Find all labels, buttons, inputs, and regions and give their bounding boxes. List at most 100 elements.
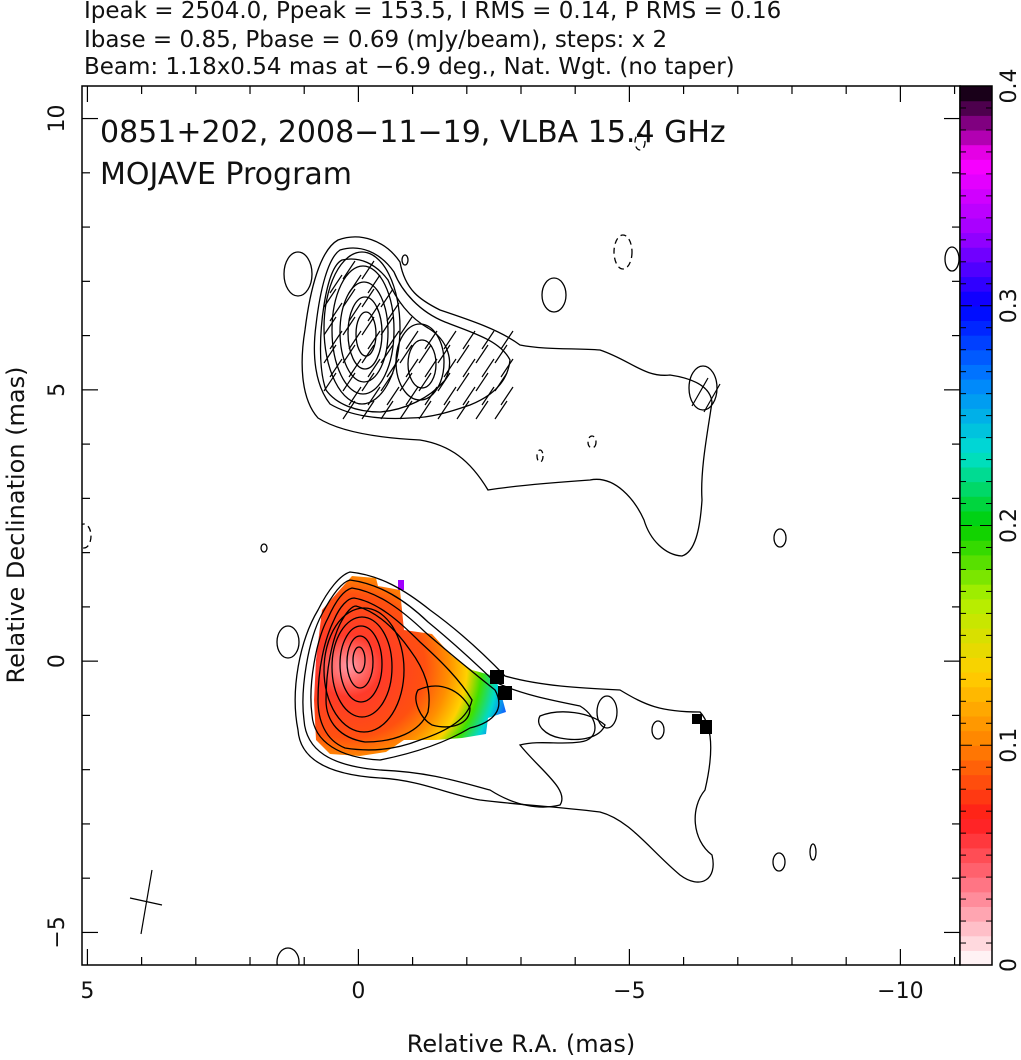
evpa-tick bbox=[342, 260, 356, 280]
colorbar-step bbox=[960, 217, 992, 234]
evpa-tick bbox=[475, 344, 489, 364]
evpa-tick bbox=[475, 400, 489, 420]
colorbar-step bbox=[960, 159, 992, 175]
core-contour bbox=[651, 720, 665, 740]
colorbar-step bbox=[960, 320, 992, 336]
evpa-tick bbox=[348, 302, 362, 322]
evpa-tick bbox=[462, 358, 476, 378]
evpa-tick bbox=[329, 274, 343, 294]
colorbar-step bbox=[960, 833, 992, 849]
evpa-tick bbox=[367, 386, 381, 406]
colorbar-step bbox=[960, 862, 992, 878]
map-title-line-2: MOJAVE Program bbox=[100, 157, 352, 192]
evpa-tick bbox=[456, 344, 470, 364]
isolated-contour bbox=[772, 852, 786, 872]
evpa-ticks bbox=[323, 260, 721, 420]
evpa-tick bbox=[323, 288, 337, 308]
evpa-tick bbox=[386, 386, 400, 406]
colorbar-steps bbox=[960, 86, 992, 966]
colorbar-step bbox=[960, 818, 992, 834]
evpa-tick bbox=[342, 316, 356, 336]
evpa-tick bbox=[462, 330, 476, 350]
evpa-tick bbox=[475, 372, 489, 392]
evpa-tick bbox=[348, 386, 362, 406]
evpa-tick bbox=[418, 372, 432, 392]
evpa-tick bbox=[380, 400, 394, 420]
evpa-tick bbox=[367, 274, 381, 294]
evpa-tick bbox=[500, 330, 514, 350]
evpa-tick bbox=[462, 386, 476, 406]
colorbar-step bbox=[960, 437, 992, 453]
core-contour bbox=[310, 587, 500, 761]
evpa-tick bbox=[399, 400, 413, 420]
negative-contour bbox=[634, 133, 646, 151]
core-contour bbox=[317, 597, 473, 751]
evpa-tick bbox=[367, 302, 381, 322]
evpa-tick bbox=[342, 372, 356, 392]
isolated-contour bbox=[276, 947, 300, 965]
core-contour bbox=[331, 616, 393, 718]
evpa-tick bbox=[456, 400, 470, 420]
upper-contour bbox=[541, 277, 567, 313]
colorbar-step bbox=[960, 466, 992, 483]
y-tick-label: 0 bbox=[45, 654, 70, 668]
colorbar-step bbox=[960, 569, 992, 585]
upper-contour-outer bbox=[301, 236, 713, 557]
upper-contour bbox=[323, 251, 401, 405]
evpa-tick bbox=[443, 330, 457, 350]
colorbar-step bbox=[960, 745, 992, 761]
colorbar-step bbox=[960, 877, 992, 893]
evpa-tick bbox=[348, 274, 362, 294]
fpol-pixel bbox=[398, 580, 404, 590]
colorbar-step bbox=[960, 686, 992, 702]
evpa-tick bbox=[380, 316, 394, 336]
colorbar-step bbox=[960, 613, 992, 629]
core-contour bbox=[596, 695, 618, 729]
evpa-tick bbox=[361, 260, 375, 280]
evpa-tick bbox=[703, 383, 721, 413]
y-tick-label: 5 bbox=[45, 383, 70, 397]
colorbar-step bbox=[960, 906, 992, 922]
core-contour bbox=[538, 711, 606, 741]
core-contours bbox=[294, 571, 714, 883]
colorbar: 0 0.1 0.2 0.3 0.4 bbox=[959, 69, 1021, 972]
colorbar-step bbox=[960, 393, 992, 409]
colorbar-step bbox=[960, 598, 992, 614]
x-tick-label: −5 bbox=[613, 979, 645, 1004]
colorbar-step bbox=[960, 759, 992, 776]
axis-ticks bbox=[82, 86, 960, 965]
map-title-line-1: 0851+202, 2008−11−19, VLBA 15.4 GHz bbox=[100, 115, 726, 150]
isolated-contours bbox=[82, 246, 960, 965]
evpa-tick bbox=[386, 358, 400, 378]
fpol-saturated-pixel bbox=[692, 714, 702, 724]
beam-cross bbox=[129, 869, 163, 935]
evpa-tick bbox=[424, 386, 438, 406]
colorbar-step bbox=[960, 349, 992, 365]
evpa-tick bbox=[361, 372, 375, 392]
colorbar-step bbox=[960, 129, 992, 146]
evpa-tick bbox=[323, 316, 337, 336]
colorbar-step bbox=[960, 115, 992, 131]
upper-contour bbox=[339, 281, 389, 383]
evpa-tick bbox=[405, 358, 419, 378]
evpa-tick bbox=[443, 386, 457, 406]
colorbar-step bbox=[960, 715, 992, 732]
colorbar-tick-label: 0.4 bbox=[997, 69, 1021, 104]
isolated-contour bbox=[276, 625, 300, 659]
isolated-contour bbox=[809, 843, 817, 861]
colorbar-step bbox=[960, 422, 992, 439]
evpa-tick bbox=[323, 372, 337, 392]
evpa-tick bbox=[342, 344, 356, 364]
evpa-tick bbox=[380, 344, 394, 364]
core-contour bbox=[346, 635, 374, 689]
colorbar-step bbox=[960, 847, 992, 864]
beam-minor-axis bbox=[129, 897, 163, 906]
y-axis-label: Relative Declination (mas) bbox=[2, 366, 30, 683]
colorbar-step bbox=[960, 921, 992, 937]
y-tick-label: 10 bbox=[45, 105, 70, 133]
core-contour bbox=[415, 685, 471, 728]
evpa-tick bbox=[437, 372, 451, 392]
evpa-tick bbox=[481, 358, 495, 378]
evpa-tick bbox=[399, 344, 413, 364]
